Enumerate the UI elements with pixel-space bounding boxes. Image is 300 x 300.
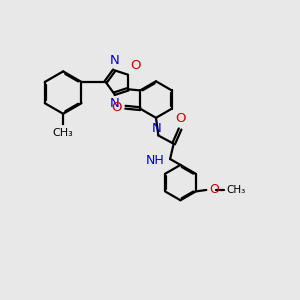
Text: O: O <box>111 101 122 114</box>
Text: O: O <box>176 112 186 125</box>
Text: NH: NH <box>146 154 164 167</box>
Text: O: O <box>130 59 141 72</box>
Text: CH₃: CH₃ <box>53 128 74 138</box>
Text: CH₃: CH₃ <box>226 185 246 195</box>
Text: N: N <box>152 122 161 135</box>
Text: O: O <box>209 184 219 196</box>
Text: N: N <box>109 54 119 67</box>
Text: N: N <box>109 97 119 110</box>
